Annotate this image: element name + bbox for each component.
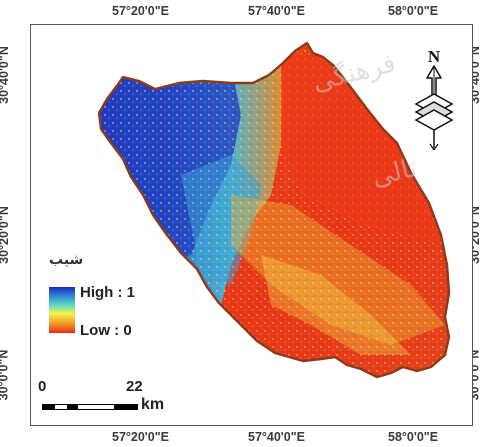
top-longitude-label-2: 57°40'0"E (248, 4, 305, 18)
legend-color-ramp (49, 287, 75, 333)
north-arrow-icon: N (414, 48, 454, 150)
map-frame (30, 24, 473, 426)
left-latitude-label-1: 30°40'0"N (0, 46, 11, 104)
scale-start-label: 0 (38, 378, 47, 395)
bottom-longitude-label-3: 58°0'0"E (388, 430, 439, 444)
north-letter: N (428, 48, 441, 66)
top-longitude-label-3: 58°0'0"E (388, 4, 439, 18)
bottom-longitude-label-1: 57°20'0"E (112, 430, 169, 444)
scale-unit-label: km (141, 396, 165, 413)
scale-end-label: 22 (126, 378, 143, 395)
scale-bar (42, 404, 138, 410)
slope-map (97, 41, 451, 379)
left-latitude-label-3: 30°0'0"N (0, 349, 11, 401)
bottom-longitude-label-2: 57°40'0"E (248, 430, 305, 444)
top-longitude-label-1: 57°20'0"E (112, 4, 169, 18)
legend-low-label: Low : 0 (80, 322, 132, 339)
legend-high-label: High : 1 (80, 284, 135, 301)
legend-title: شیب (49, 252, 84, 268)
left-latitude-label-2: 30°20'0"N (0, 206, 11, 264)
